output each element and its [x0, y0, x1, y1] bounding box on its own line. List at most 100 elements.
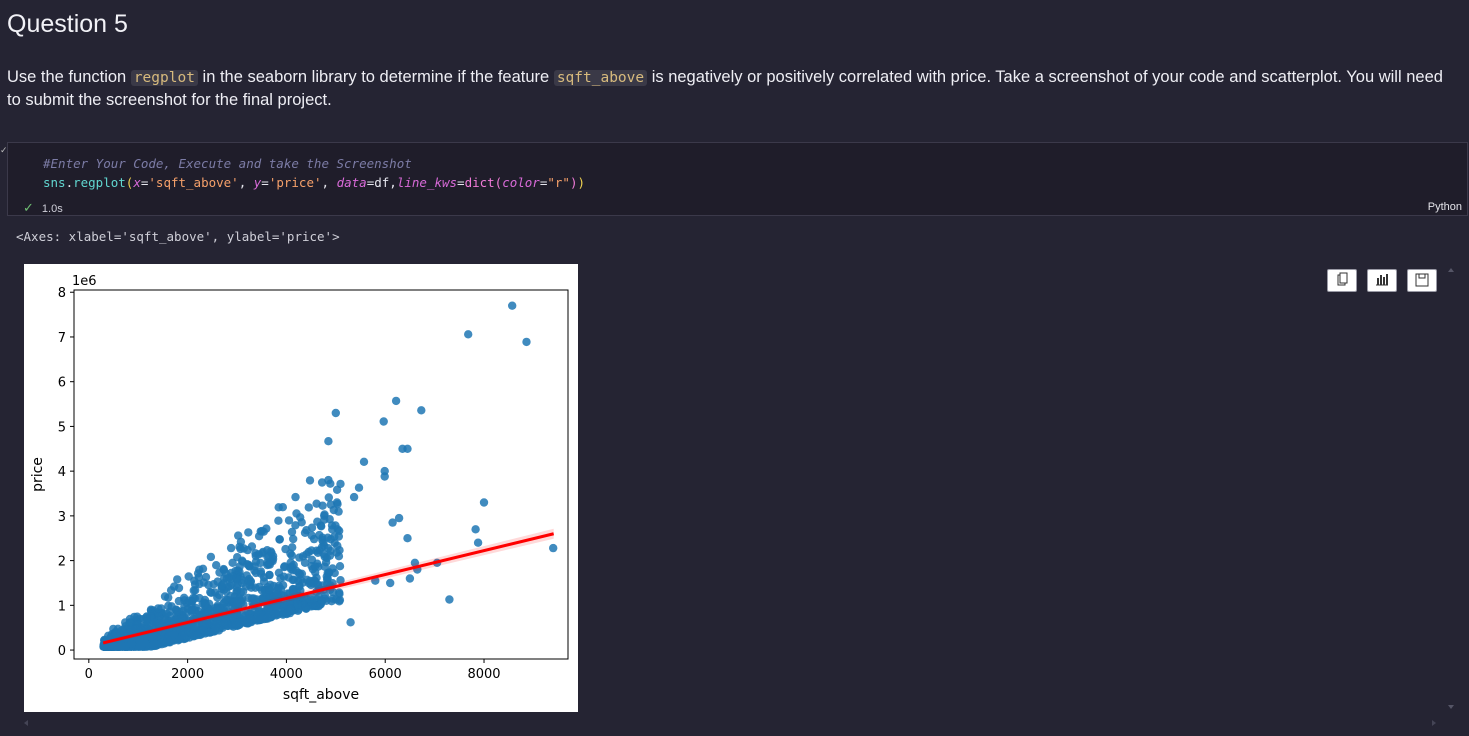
scroll-up-arrow[interactable] — [1448, 268, 1454, 272]
scatter-point — [265, 585, 274, 594]
token-keyword: data — [336, 175, 367, 190]
scatter-point — [190, 622, 200, 631]
text-segment: is negatively or positively correlated w… — [647, 68, 1443, 86]
scatter-point — [417, 406, 426, 415]
scroll-right-arrow[interactable] — [1432, 720, 1436, 726]
copy-icon — [1337, 272, 1348, 286]
text-segment: in the seaborn library to determine if t… — [197, 68, 554, 86]
scatter-point — [328, 588, 338, 597]
scatter-point — [394, 513, 404, 523]
scatter-point — [258, 594, 267, 603]
regression-line — [102, 532, 555, 645]
regression-line-group — [102, 528, 555, 645]
scatter-point — [251, 557, 261, 566]
scatter-point — [288, 543, 297, 552]
scatter-point — [126, 624, 135, 633]
token-variable: df — [374, 175, 390, 190]
scatter-point — [174, 583, 184, 593]
scatter-point — [199, 625, 208, 635]
scatter-point — [549, 543, 558, 553]
regplot-figure: 0 2000 4000 6000 8000 0 1 2 3 4 5 6 7 8 1e6 sqft_abo… — [24, 264, 578, 712]
scatter-point — [335, 589, 344, 599]
scatter-point — [349, 492, 359, 502]
scatter-point — [246, 577, 255, 586]
scatter-point — [160, 592, 170, 601]
y-tick-label: 4 — [58, 465, 66, 480]
scatter-point — [285, 589, 294, 598]
code-cell[interactable]: #Enter Your Code, Execute and take the S… — [7, 142, 1468, 216]
save-output-button[interactable] — [1407, 269, 1437, 292]
axes-frame — [73, 289, 569, 660]
scatter-point — [333, 525, 342, 534]
token-keyword: y — [253, 175, 262, 190]
token-keyword: x — [133, 175, 141, 190]
scatter-point — [152, 640, 162, 650]
scatter-point — [263, 613, 272, 622]
y-axis-label: price — [30, 457, 46, 492]
token-paren: ( — [494, 175, 503, 190]
scatter-point — [324, 493, 333, 502]
text-segment: Use the function — [7, 68, 131, 86]
scatter-point — [200, 600, 209, 610]
scatter-point — [184, 572, 193, 581]
scatter-point — [410, 558, 420, 567]
scatter-point — [206, 587, 215, 597]
scatter-point — [403, 534, 412, 543]
scatter-point — [334, 507, 343, 516]
save-icon — [1415, 273, 1429, 287]
scatter-point — [221, 595, 230, 604]
code-line-regplot[interactable]: sns.regplot(x='sqft_above', y='price', d… — [43, 175, 585, 190]
scatter-point — [247, 542, 257, 551]
scatter-point — [99, 642, 108, 651]
scatter-point — [307, 523, 317, 532]
chart-output-button[interactable] — [1367, 269, 1397, 292]
token-function: regplot — [73, 175, 126, 190]
scatter-point — [109, 642, 118, 651]
question-text-line-1: Use the function regplot in the seaborn … — [7, 66, 1469, 89]
scroll-down-arrow[interactable] — [1448, 705, 1454, 709]
token-equals: = — [261, 175, 269, 190]
regplot-chart: 0 2000 4000 6000 8000 0 1 2 3 4 5 6 7 8 1e6 sqft_abo… — [30, 274, 569, 703]
scatter-point — [213, 593, 222, 602]
scatter-point — [287, 527, 297, 537]
scatter-point — [335, 597, 344, 606]
scatter-point — [291, 521, 300, 530]
chart-icon — [1376, 274, 1388, 286]
token-string: 'sqft_above' — [148, 175, 239, 190]
scatter-point — [298, 552, 308, 561]
token-equals: = — [457, 175, 465, 190]
token-equals: = — [140, 175, 149, 190]
scatter-point — [278, 503, 287, 512]
scatter-point — [263, 552, 272, 562]
scatter-point — [330, 538, 339, 548]
scatter-point — [522, 337, 531, 347]
scatter-point — [471, 525, 480, 534]
scatter-point — [228, 558, 237, 567]
cell-language[interactable]: Python — [1427, 201, 1462, 213]
scatter-point — [324, 437, 333, 446]
scatter-point — [354, 483, 364, 492]
scatter-point — [259, 527, 268, 536]
scroll-left-arrow[interactable] — [24, 720, 28, 726]
token-module: sns — [43, 175, 66, 190]
y-tick-label: 6 — [58, 376, 66, 391]
token-paren: ( — [125, 175, 134, 190]
cell-collapse-icon[interactable]: ✓ — [0, 145, 8, 155]
scatter-point — [335, 562, 345, 571]
scatter-point — [162, 609, 171, 618]
scatter-point — [320, 541, 329, 550]
scatter-point — [204, 580, 213, 590]
token-paren: ) — [577, 175, 586, 190]
scatter-point — [320, 562, 329, 571]
token-keyword: color — [502, 175, 540, 190]
scatter-point — [318, 501, 327, 510]
token-builtin: dict — [464, 175, 495, 190]
y-tick-label: 3 — [58, 510, 66, 525]
scatter-point — [279, 599, 289, 608]
token-paren: ) — [569, 175, 578, 190]
scatter-point — [288, 575, 297, 585]
scatter-point — [245, 562, 254, 571]
code-comment[interactable]: #Enter Your Code, Execute and take the S… — [43, 156, 412, 171]
question-text-line-2: to submit the screenshot for the final p… — [7, 91, 332, 109]
copy-output-button[interactable] — [1327, 269, 1357, 292]
